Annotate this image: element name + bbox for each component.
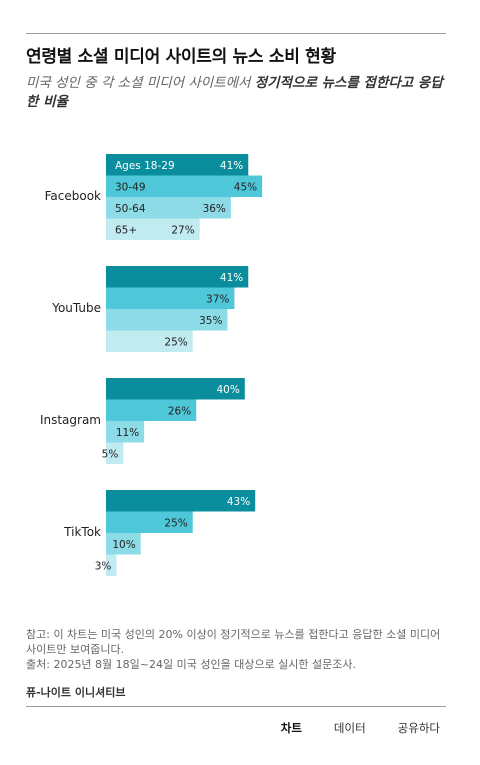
tab-share[interactable]: 공유하다 xyxy=(397,721,440,735)
bar xyxy=(106,287,235,309)
organization-name: 퓨-나이트 이니셔티브 xyxy=(26,686,126,699)
bar-value-label: 10% xyxy=(112,539,135,551)
category-label: TikTok xyxy=(63,525,101,539)
subtitle-emphasis: 정기적으로 뉴스를 접한다고 응답한 비율 xyxy=(26,75,443,110)
category-label: Instagram xyxy=(40,413,101,427)
series-legend-label: 30-49 xyxy=(115,181,146,193)
bar xyxy=(106,533,141,555)
chart-notes: 참고: 이 차트는 미국 성인의 20% 이상이 정기적으로 뉴스를 접한다고 … xyxy=(26,627,446,672)
bar-value-label: 3% xyxy=(95,560,112,572)
bar xyxy=(106,490,256,512)
note-text: 참고: 이 차트는 미국 성인의 20% 이상이 정기적으로 뉴스를 접한다고 … xyxy=(26,628,441,656)
category-label: YouTube xyxy=(51,301,101,315)
series-legend-label: Ages 18-29 xyxy=(115,160,175,172)
bar xyxy=(106,197,231,219)
bar-value-label: 5% xyxy=(102,448,119,460)
chart-subtitle: 미국 성인 중 각 소셜 미디어 사이트에서 정기적으로 뉴스를 접한다고 응답… xyxy=(26,74,446,112)
bar xyxy=(106,175,263,197)
bar xyxy=(106,266,249,288)
bar-value-label: 45% xyxy=(234,181,257,193)
bar xyxy=(106,154,249,176)
view-tabs: 차트 데이터 공유하다 xyxy=(249,720,440,736)
bar xyxy=(106,399,197,421)
bar-chart: Facebook 41% Ages 18-29 45% 30-49 36% 50-64 27%… xyxy=(40,154,263,576)
bar xyxy=(106,554,117,576)
bar-value-label: 43% xyxy=(227,496,250,508)
series-legend-label: 65+ xyxy=(115,224,137,236)
source-text: 출처: 2025년 8월 18일~24일 미국 성인을 대상으로 실시한 설문조… xyxy=(26,658,357,671)
bar xyxy=(106,378,245,400)
bar-value-label: 41% xyxy=(220,272,243,284)
subtitle-text: 미국 성인 중 각 소셜 미디어 사이트에서 xyxy=(26,75,255,91)
top-rule xyxy=(26,33,446,34)
bar-value-label: 35% xyxy=(199,315,222,327)
bar-value-label: 11% xyxy=(116,427,139,439)
bar-value-label: 40% xyxy=(216,384,239,396)
bar xyxy=(106,330,193,352)
bar-value-label: 26% xyxy=(168,405,191,417)
bar-value-label: 25% xyxy=(164,336,187,348)
bar xyxy=(106,421,145,443)
chart-title: 연령별 소셜 미디어 사이트의 뉴스 소비 현황 xyxy=(26,47,336,67)
bar-value-label: 27% xyxy=(171,224,194,236)
tab-chart[interactable]: 차트 xyxy=(280,721,302,735)
bar-value-label: 41% xyxy=(220,160,243,172)
bar-value-label: 25% xyxy=(164,517,187,529)
bar-value-label: 36% xyxy=(203,203,226,215)
bar-value-label: 37% xyxy=(206,293,229,305)
bar xyxy=(106,442,124,464)
series-legend-label: 50-64 xyxy=(115,203,146,215)
category-label: Facebook xyxy=(45,189,101,203)
bar xyxy=(106,511,193,533)
bottom-rule xyxy=(26,706,446,707)
bar xyxy=(106,309,228,331)
bar xyxy=(106,218,200,240)
tab-data[interactable]: 데이터 xyxy=(333,721,366,735)
